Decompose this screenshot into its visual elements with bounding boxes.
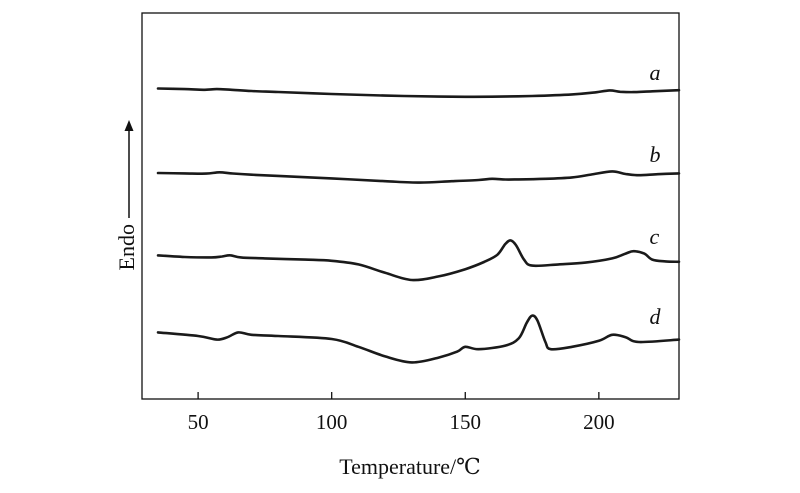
plot-frame xyxy=(141,12,680,400)
x-axis-title: Temperature/℃ xyxy=(339,454,481,479)
series-line-a xyxy=(156,87,681,99)
x-axis-ticks: 50 100 150 200 xyxy=(188,392,615,434)
series-labels: a b c d xyxy=(650,60,662,329)
series-label-b: b xyxy=(650,142,661,167)
x-tick-label: 50 xyxy=(188,410,209,434)
endo-arrow-head xyxy=(124,120,134,131)
series-curves xyxy=(156,87,681,364)
series-label-c: c xyxy=(650,224,660,249)
x-tick-label: 100 xyxy=(316,410,348,434)
x-tick-label: 200 xyxy=(583,410,615,434)
y-axis-title-group: Endo xyxy=(114,120,139,270)
series-line-d xyxy=(156,314,681,364)
y-axis-title: Endo xyxy=(114,224,139,270)
series-line-c xyxy=(156,239,681,282)
series-label-d: d xyxy=(650,304,662,329)
series-line-b xyxy=(156,170,681,184)
x-tick-label: 150 xyxy=(450,410,482,434)
series-label-a: a xyxy=(650,60,661,85)
